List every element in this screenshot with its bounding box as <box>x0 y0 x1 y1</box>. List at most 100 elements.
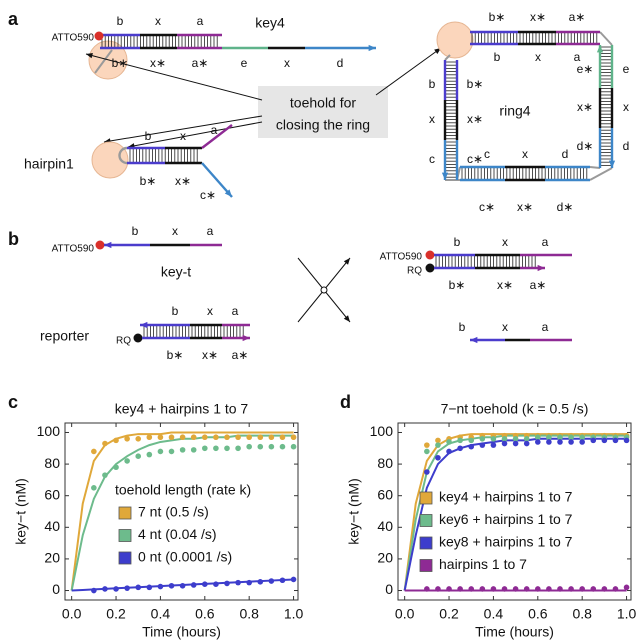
label: closing the ring <box>276 117 370 133</box>
label: a <box>232 304 239 318</box>
x-tick-label: 0.8 <box>572 606 592 622</box>
data-point <box>135 436 142 442</box>
arrowhead <box>608 160 616 168</box>
data-point <box>523 586 530 592</box>
label: b <box>117 14 124 28</box>
strand <box>201 124 233 149</box>
y-tick-label: 80 <box>44 455 60 471</box>
label: b <box>145 129 152 143</box>
data-point <box>102 440 108 447</box>
data-point <box>612 437 619 444</box>
data-point <box>146 584 153 591</box>
label: d <box>337 56 344 70</box>
label: a <box>197 14 204 28</box>
y-tick-label: 100 <box>370 423 394 439</box>
label: b <box>429 77 436 91</box>
quencher <box>133 333 143 343</box>
arrowhead <box>368 44 376 52</box>
label: RQ <box>407 266 422 277</box>
strand <box>127 121 263 148</box>
label: x <box>623 100 629 114</box>
data-point <box>479 586 486 592</box>
data-point <box>546 434 552 441</box>
data-point <box>124 585 130 591</box>
x-tick-label: 0.2 <box>106 606 126 622</box>
data-point <box>579 586 585 592</box>
data-point <box>257 579 264 585</box>
data-point <box>479 442 486 448</box>
label: hairpin1 <box>24 156 74 172</box>
label: b <box>172 304 179 318</box>
label: x∗ <box>517 200 533 214</box>
label: x∗ <box>530 10 546 24</box>
label: x∗ <box>467 112 483 126</box>
data-point <box>246 434 252 441</box>
fluorophore <box>425 250 435 260</box>
y-tick-label: 20 <box>44 550 60 566</box>
panel-label: b <box>8 229 19 249</box>
label: d <box>562 147 569 161</box>
strand <box>444 54 451 61</box>
y-tick-label: 40 <box>377 518 393 534</box>
label: x <box>502 235 508 249</box>
data-point <box>224 445 230 452</box>
fit-line <box>70 431 294 591</box>
bead <box>91 141 129 179</box>
data-point <box>279 443 286 450</box>
reaction-node <box>320 286 328 294</box>
data-point <box>290 576 297 583</box>
data-point <box>590 586 597 592</box>
label: a <box>211 123 218 137</box>
data-point <box>102 586 108 592</box>
label: c <box>484 147 490 161</box>
data-point <box>202 581 208 587</box>
data-point <box>435 442 441 448</box>
hairpin-loop <box>118 146 128 165</box>
label: b∗ <box>167 348 184 362</box>
data-point <box>535 434 541 441</box>
label: a <box>542 235 549 249</box>
data-point <box>479 436 486 442</box>
x-tick-label: 0.6 <box>528 606 548 622</box>
data-point <box>290 434 297 441</box>
panel-label: a <box>8 9 19 29</box>
plot-frame <box>64 422 299 601</box>
data-point <box>579 434 585 441</box>
label: a∗ <box>530 278 547 292</box>
data-point <box>190 434 197 441</box>
data-point <box>246 443 252 450</box>
fluorophore <box>94 31 104 41</box>
label: d <box>623 139 630 153</box>
data-point <box>113 464 119 471</box>
data-point <box>623 584 630 591</box>
legend-title: toehold length (rate k) <box>115 482 251 498</box>
data-point <box>246 579 252 586</box>
label: d∗ <box>577 139 594 153</box>
arrowhead <box>242 334 250 342</box>
label: ATTO590 <box>380 252 423 263</box>
data-point <box>501 440 508 447</box>
data-point <box>523 436 530 442</box>
data-point <box>523 440 530 447</box>
data-point <box>157 583 164 590</box>
x-tick-label: 1.0 <box>617 606 637 622</box>
arrowhead <box>470 336 478 344</box>
quencher <box>425 263 435 273</box>
data-point <box>168 448 175 455</box>
data-point <box>424 442 430 448</box>
data-point <box>612 586 619 592</box>
label: reporter <box>40 328 89 344</box>
label: key-t <box>161 264 191 280</box>
strand <box>85 53 263 101</box>
label: a∗ <box>232 348 249 362</box>
data-point <box>268 434 275 441</box>
label: b∗ <box>449 278 466 292</box>
x-tick-label: 0.0 <box>62 606 82 622</box>
legend-swatch <box>419 536 433 550</box>
data-point <box>435 454 441 461</box>
data-point <box>179 582 186 589</box>
y-tick-label: 80 <box>377 455 393 471</box>
data-point <box>279 577 286 584</box>
legend-swatch <box>419 559 433 572</box>
y-tick-label: 60 <box>377 486 393 502</box>
